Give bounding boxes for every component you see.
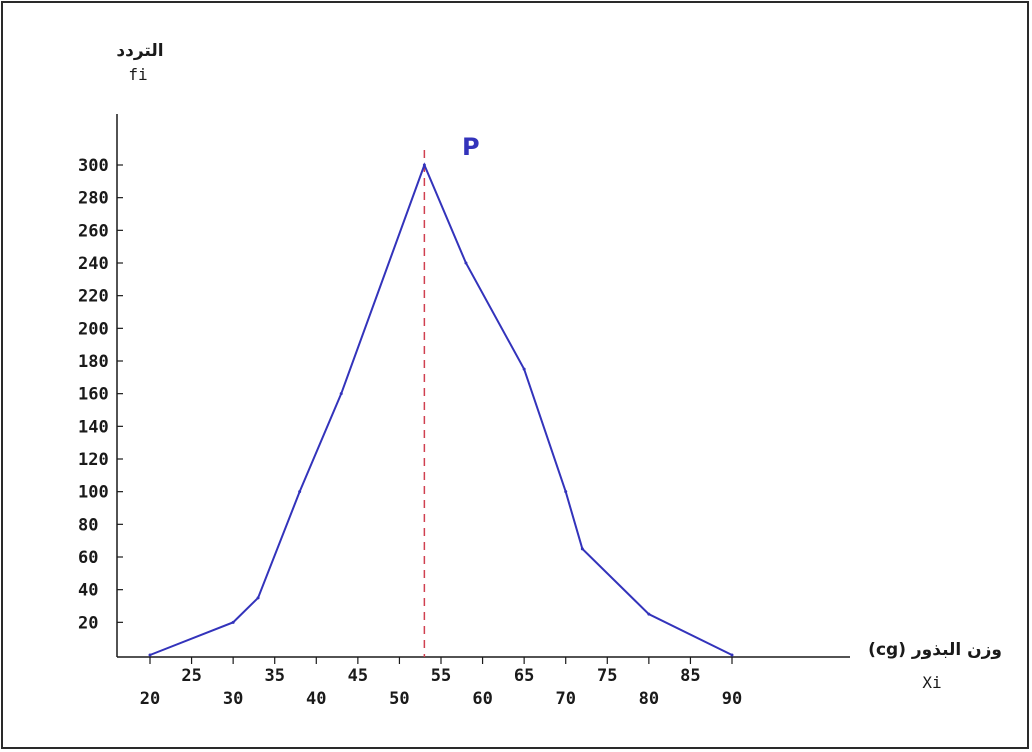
y-tick-label: 20 xyxy=(78,613,98,633)
x-tick-label: 65 xyxy=(514,666,534,686)
data-point xyxy=(422,163,426,167)
x-tick-label: 55 xyxy=(431,666,451,686)
data-point xyxy=(522,367,526,371)
y-tick-label: 100 xyxy=(78,483,109,503)
x-axis-title: وزن البذور (cg) xyxy=(868,640,1002,660)
y-axis-title: التردد xyxy=(116,41,163,61)
y-axis-symbol: fi xyxy=(128,65,147,84)
x-tick-label: 20 xyxy=(140,689,160,709)
x-axis-symbol: Xi xyxy=(922,673,941,692)
y-tick-label: 220 xyxy=(78,287,109,307)
data-point xyxy=(464,261,468,265)
x-tick-labels: 20 25 30 35 40 45 50 55 60 65 70 75 80 85 90 xyxy=(140,666,742,709)
tick-marks xyxy=(117,164,733,664)
y-tick-label: 160 xyxy=(78,385,109,405)
y-tick-label: 120 xyxy=(78,450,109,470)
x-tick-label: 90 xyxy=(722,689,742,709)
x-tick-label: 75 xyxy=(597,666,617,686)
y-tick-label: 180 xyxy=(78,352,109,372)
data-point xyxy=(730,653,734,657)
y-tick-label: 300 xyxy=(78,156,109,176)
x-tick-label: 35 xyxy=(264,666,284,686)
y-tick-label: 200 xyxy=(78,319,109,339)
data-point xyxy=(256,596,260,600)
x-tick-label: 85 xyxy=(680,666,700,686)
y-tick-labels: 20 40 60 80 100 120 140 160 180 200 220 240 260 280 30… xyxy=(78,156,109,633)
data-point xyxy=(231,620,235,624)
y-tick-label: 140 xyxy=(78,417,109,437)
data-point xyxy=(148,653,152,657)
y-tick-label: 280 xyxy=(78,189,109,209)
axes xyxy=(116,114,850,658)
peak-label: P xyxy=(462,133,480,161)
x-tick-label: 80 xyxy=(639,689,659,709)
y-tick-label: 60 xyxy=(78,548,98,568)
y-tick-label: 80 xyxy=(78,515,98,535)
data-point xyxy=(298,490,302,494)
x-tick-label: 50 xyxy=(389,689,409,709)
x-tick-label: 45 xyxy=(348,666,368,686)
x-tick-label: 60 xyxy=(472,689,492,709)
series-line xyxy=(149,162,733,656)
x-tick-label: 40 xyxy=(306,689,326,709)
x-tick-label: 25 xyxy=(181,666,201,686)
data-points xyxy=(148,163,734,657)
data-point xyxy=(564,490,568,494)
y-tick-label: 40 xyxy=(78,581,98,601)
data-point xyxy=(339,392,343,396)
y-tick-label: 240 xyxy=(78,254,109,274)
data-point xyxy=(580,547,584,551)
y-tick-label: 260 xyxy=(78,221,109,241)
x-tick-label: 30 xyxy=(223,689,243,709)
x-tick-label: 70 xyxy=(555,689,575,709)
data-point xyxy=(647,612,651,616)
